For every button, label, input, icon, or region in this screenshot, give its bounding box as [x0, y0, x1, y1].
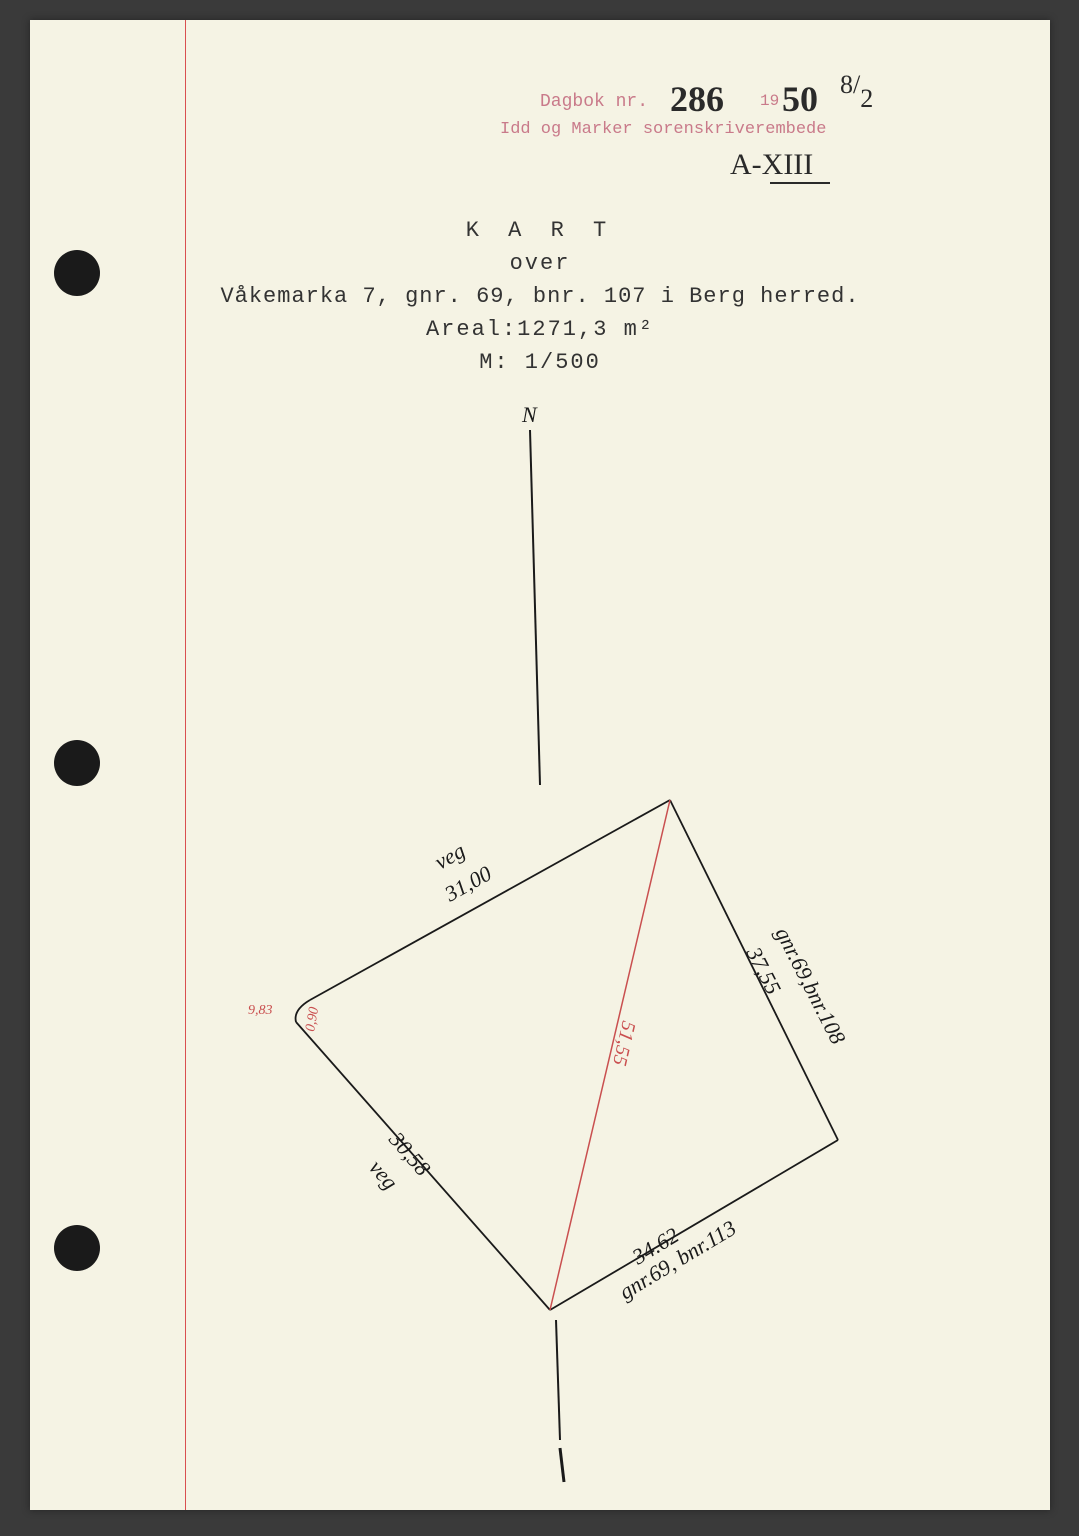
parcel-outline [296, 800, 838, 1310]
north-line [530, 430, 540, 785]
survey-plot: N veg 31,00 gnr.69,bnr.108 37,55 30,58 v… [30, 20, 1050, 1510]
document-page: Dagbok nr. 286 19 50 8/2 Idd og Marker s… [30, 20, 1050, 1510]
diagonal-length: 51,55 [608, 1019, 640, 1068]
edge-bottomleft-road: veg [364, 1155, 403, 1194]
north-label: N [521, 402, 538, 427]
edge-topleft-road: veg [430, 838, 469, 875]
south-tail-line [556, 1320, 560, 1440]
south-tail-line2 [560, 1448, 564, 1482]
notch-b-label: 0,90 [303, 1006, 322, 1033]
notch-a-label: 9,83 [248, 1003, 273, 1018]
